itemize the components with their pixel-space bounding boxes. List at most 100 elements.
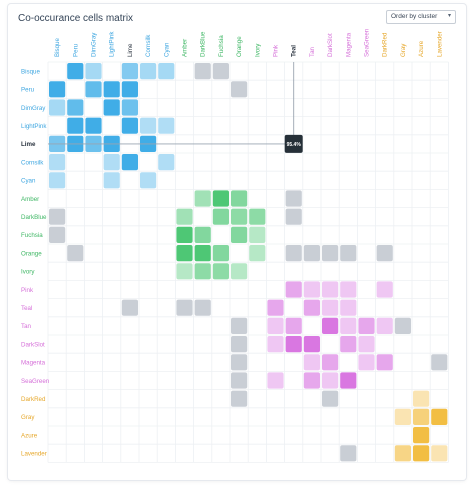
matrix-cell[interactable] (103, 99, 120, 116)
matrix-cell[interactable] (158, 154, 175, 171)
matrix-cell[interactable] (49, 208, 66, 225)
matrix-cell[interactable] (322, 299, 339, 316)
matrix-cell[interactable] (322, 390, 339, 407)
matrix-cell[interactable] (121, 81, 138, 98)
matrix-cell[interactable] (67, 117, 84, 134)
matrix-cell[interactable] (285, 245, 302, 262)
matrix-cell[interactable] (322, 281, 339, 298)
matrix-cell[interactable] (212, 63, 229, 80)
matrix-cell[interactable] (340, 372, 357, 389)
matrix-cell[interactable] (67, 63, 84, 80)
matrix-cell[interactable] (103, 154, 120, 171)
matrix-cell[interactable] (231, 390, 248, 407)
matrix-cell[interactable] (231, 336, 248, 353)
matrix-cell[interactable] (231, 81, 248, 98)
matrix-cell[interactable] (394, 408, 411, 425)
matrix-cell[interactable] (212, 263, 229, 280)
matrix-cell[interactable] (431, 445, 448, 462)
matrix-cell[interactable] (394, 445, 411, 462)
matrix-cell[interactable] (249, 226, 266, 243)
matrix-cell[interactable] (231, 190, 248, 207)
matrix-cell[interactable] (231, 372, 248, 389)
matrix-cell[interactable] (231, 226, 248, 243)
matrix-cell[interactable] (285, 190, 302, 207)
matrix-cell[interactable] (322, 354, 339, 371)
matrix-cell[interactable] (376, 281, 393, 298)
matrix-cell[interactable] (176, 245, 193, 262)
matrix-cell[interactable] (49, 154, 66, 171)
matrix-cell[interactable] (376, 245, 393, 262)
matrix-cell[interactable] (194, 245, 211, 262)
matrix-cell[interactable] (340, 336, 357, 353)
matrix-cell[interactable] (49, 81, 66, 98)
highlight-cell[interactable] (284, 134, 303, 153)
matrix-cell[interactable] (121, 99, 138, 116)
matrix-cell[interactable] (49, 226, 66, 243)
matrix-cell[interactable] (49, 172, 66, 189)
matrix-cell[interactable] (140, 117, 157, 134)
matrix-cell[interactable] (358, 317, 375, 334)
matrix-cell[interactable] (303, 299, 320, 316)
matrix-cell[interactable] (49, 99, 66, 116)
matrix-cell[interactable] (303, 281, 320, 298)
matrix-cell[interactable] (413, 427, 430, 444)
matrix-cell[interactable] (85, 117, 102, 134)
matrix-cell[interactable] (285, 317, 302, 334)
matrix-cell[interactable] (231, 208, 248, 225)
matrix-cell[interactable] (340, 281, 357, 298)
matrix-cell[interactable] (176, 226, 193, 243)
matrix-cell[interactable] (267, 317, 284, 334)
matrix-cell[interactable] (249, 245, 266, 262)
matrix-cell[interactable] (322, 245, 339, 262)
matrix-cell[interactable] (194, 226, 211, 243)
matrix-cell[interactable] (176, 299, 193, 316)
matrix-cell[interactable] (140, 63, 157, 80)
matrix-cell[interactable] (413, 408, 430, 425)
matrix-cell[interactable] (340, 299, 357, 316)
matrix-cell[interactable] (340, 245, 357, 262)
matrix-cell[interactable] (212, 208, 229, 225)
matrix-cell[interactable] (303, 336, 320, 353)
matrix-cell[interactable] (285, 208, 302, 225)
matrix-cell[interactable] (67, 245, 84, 262)
matrix-cell[interactable] (103, 81, 120, 98)
matrix-cell[interactable] (212, 245, 229, 262)
matrix-cell[interactable] (176, 263, 193, 280)
matrix-cell[interactable] (267, 372, 284, 389)
matrix-cell[interactable] (340, 317, 357, 334)
matrix-cell[interactable] (413, 390, 430, 407)
matrix-cell[interactable] (431, 408, 448, 425)
matrix-cell[interactable] (231, 354, 248, 371)
matrix-cell[interactable] (267, 336, 284, 353)
sort-order-dropdown[interactable]: Order by cluster ▾ (386, 10, 456, 24)
matrix-cell[interactable] (121, 154, 138, 171)
matrix-cell[interactable] (376, 317, 393, 334)
matrix-cell[interactable] (194, 190, 211, 207)
matrix-cell[interactable] (85, 63, 102, 80)
matrix-cell[interactable] (121, 117, 138, 134)
matrix-cell[interactable] (358, 336, 375, 353)
matrix-cell[interactable] (303, 245, 320, 262)
matrix-cell[interactable] (158, 63, 175, 80)
matrix-cell[interactable] (376, 354, 393, 371)
matrix-cell[interactable] (231, 317, 248, 334)
matrix-cell[interactable] (140, 172, 157, 189)
matrix-cell[interactable] (413, 445, 430, 462)
matrix-cell[interactable] (322, 372, 339, 389)
matrix-cell[interactable] (194, 63, 211, 80)
matrix-cell[interactable] (249, 208, 266, 225)
matrix-cell[interactable] (121, 63, 138, 80)
matrix-cell[interactable] (85, 81, 102, 98)
matrix-cell[interactable] (67, 99, 84, 116)
matrix-cell[interactable] (103, 172, 120, 189)
matrix-cell[interactable] (267, 299, 284, 316)
matrix-cell[interactable] (194, 299, 211, 316)
matrix-cell[interactable] (194, 263, 211, 280)
matrix-cell[interactable] (176, 208, 193, 225)
matrix-cell[interactable] (394, 317, 411, 334)
matrix-cell[interactable] (158, 117, 175, 134)
matrix-cell[interactable] (303, 372, 320, 389)
matrix-cell[interactable] (121, 299, 138, 316)
matrix-cell[interactable] (212, 190, 229, 207)
matrix-cell[interactable] (431, 354, 448, 371)
